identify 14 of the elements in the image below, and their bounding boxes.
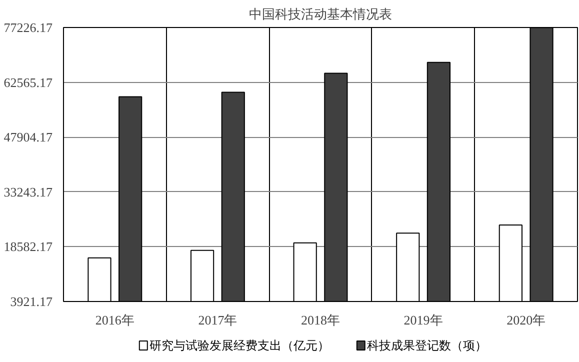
y-tick-label: 47904.17 — [4, 130, 53, 145]
x-tick-label: 2020年 — [506, 312, 546, 328]
legend-label: 科技成果登记数（项） — [367, 338, 488, 352]
y-tick-label: 33243.17 — [4, 184, 53, 200]
legend-label: 研究与试验发展经费支出（亿元） — [150, 338, 330, 352]
y-tick-label: 62565.17 — [4, 74, 53, 90]
y-tick-label: 18582.17 — [4, 239, 53, 254]
x-tick-label: 2019年 — [404, 312, 443, 328]
x-tick-label: 2016年 — [95, 312, 134, 328]
y-tick-label: 77226.17 — [4, 20, 53, 35]
x-tick-label: 2018年 — [301, 312, 340, 328]
chart-title: 中国科技活动基本情况表 — [249, 8, 392, 22]
y-tick-label: 3921.17 — [10, 294, 53, 309]
x-tick-label: 2017年 — [198, 312, 238, 328]
